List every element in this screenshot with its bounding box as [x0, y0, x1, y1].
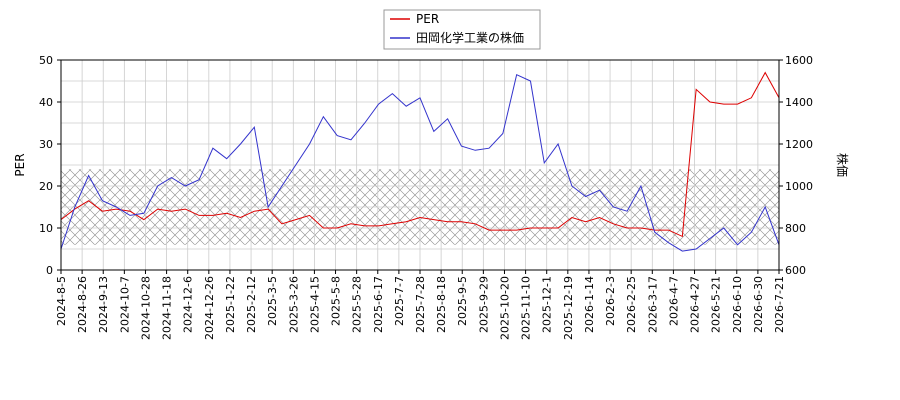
legend-box	[383, 9, 541, 50]
y-right-tick-label: 1200	[785, 138, 813, 151]
y-left-tick-label: 0	[46, 264, 53, 277]
x-tick-label: 2025-7-7	[393, 276, 406, 326]
x-tick-label: 2026-6-30	[752, 276, 765, 333]
y-right-axis-title: 株価	[835, 153, 850, 177]
legend-label-per: PER	[416, 12, 439, 26]
y-right-tick-label: 1400	[785, 96, 813, 109]
x-tick-label: 2024-10-28	[139, 276, 152, 340]
x-tick-label: 2025-9-29	[477, 276, 490, 333]
x-tick-label: 2026-2-3	[604, 276, 617, 326]
x-tick-label: 2025-8-18	[435, 276, 448, 333]
plot-area	[60, 59, 780, 271]
x-tick-label: 2025-2-12	[245, 276, 258, 333]
y-left-tick-label: 30	[39, 138, 53, 151]
x-tick-label: 2024-11-18	[161, 276, 174, 340]
x-tick-label: 2025-4-15	[308, 276, 321, 333]
x-tick-label: 2024-8-5	[55, 276, 68, 326]
x-tick-label: 2024-9-13	[97, 276, 110, 333]
series-line-per	[60, 71, 780, 238]
y-right-tick-label: 1600	[785, 54, 813, 67]
x-tick-label: 2025-3-26	[287, 276, 300, 333]
y-left-tick-label: 10	[39, 222, 53, 235]
y-left-axis-title: PER	[13, 153, 27, 176]
x-tick-label: 2026-3-17	[646, 276, 659, 333]
x-tick-label: 2025-12-1	[541, 276, 554, 333]
x-tick-label: 2024-12-6	[182, 276, 195, 333]
x-tick-label: 2025-10-20	[498, 276, 511, 340]
x-tick-label: 2026-4-7	[667, 276, 680, 326]
series-line-price	[60, 73, 780, 252]
y-left-tick-label: 20	[39, 180, 53, 193]
x-tick-label: 2025-5-8	[330, 276, 343, 326]
y-left-tick-label: 50	[39, 54, 53, 67]
x-tick-label: 2025-12-19	[562, 276, 575, 340]
legend: PER 田岡化学工業の株価	[383, 9, 541, 50]
x-tick-label: 2025-5-28	[351, 276, 364, 333]
x-tick-label: 2025-1-22	[224, 276, 237, 333]
x-tick-label: 2024-12-26	[203, 276, 216, 340]
x-tick-label: 2026-5-21	[710, 276, 723, 333]
y-right-tick-label: 1000	[785, 180, 813, 193]
legend-label-price: 田岡化学工業の株価	[416, 30, 524, 45]
x-tick-label: 2025-6-17	[372, 276, 385, 333]
y-left-tick-label: 40	[39, 96, 53, 109]
x-tick-label: 2026-6-10	[731, 276, 744, 333]
y-right-tick-label: 600	[785, 264, 806, 277]
x-tick-label: 2026-1-14	[583, 276, 596, 333]
x-tick-label: 2026-2-25	[625, 276, 638, 333]
x-tick-label: 2025-11-10	[520, 276, 533, 340]
y-right-tick-label: 800	[785, 222, 806, 235]
x-tick-label: 2025-9-5	[456, 276, 469, 326]
x-tick-label: 2026-4-27	[689, 276, 702, 333]
axis-ticks: 2024-8-5 2024-8-26 2024-9-13 2024-10-7 2024-…	[39, 54, 813, 340]
x-tick-label: 2024-8-26	[76, 276, 89, 333]
x-tick-label: 2026-7-21	[773, 276, 786, 333]
x-tick-label: 2025-3-5	[266, 276, 279, 326]
x-tick-label: 2024-10-7	[118, 276, 131, 333]
x-tick-label: 2025-7-28	[414, 276, 427, 333]
